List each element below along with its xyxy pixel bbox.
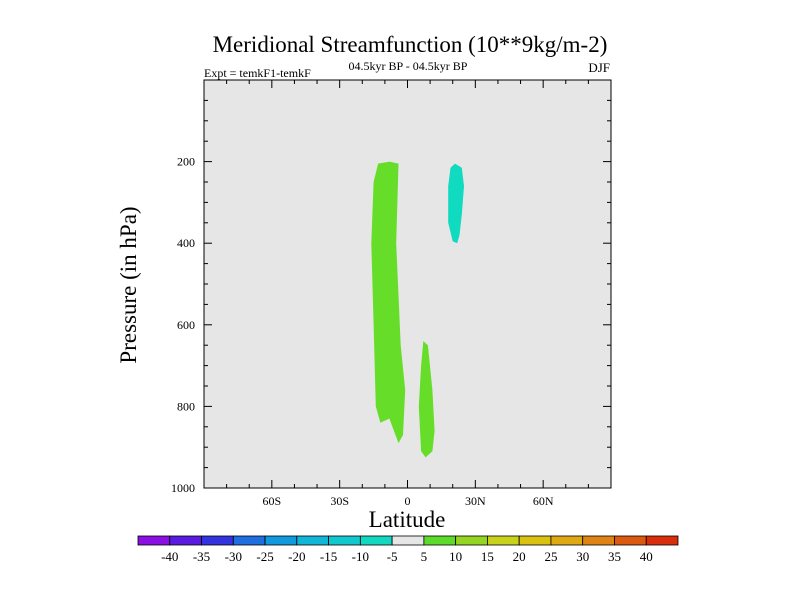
y-tick-label: 1000	[171, 481, 195, 495]
season-label: DJF	[588, 60, 610, 75]
colorbar-label: -10	[352, 549, 369, 564]
colorbar-swatch	[645, 535, 679, 546]
x-tick-label: 60N	[533, 494, 554, 508]
y-tick-label: 400	[177, 236, 195, 250]
colorbar-swatch	[423, 535, 457, 546]
colorbar-label: 35	[608, 549, 621, 564]
colorbar-swatch	[169, 535, 202, 546]
colorbar-label: 15	[481, 549, 494, 564]
colorbar-swatch	[201, 535, 234, 546]
colorbar-swatch	[296, 535, 329, 546]
colorbar-label: -25	[256, 549, 273, 564]
region-positive-5-10-large	[371, 161, 406, 444]
colorbar-label: 30	[576, 549, 589, 564]
region-negative-10-5	[448, 163, 464, 244]
x-axis-label: Latitude	[369, 507, 446, 532]
colorbar-swatch	[518, 535, 552, 546]
y-tick-label: 200	[177, 155, 195, 169]
colorbar-label: -35	[193, 549, 210, 564]
colorbar: -40 -35 -30 -25 -20 -15 -10 -5 5 10 15 20 25 30 35 40	[137, 535, 679, 564]
colorbar-swatch	[359, 535, 393, 546]
colorbar-swatch	[328, 535, 361, 546]
colorbar-swatch	[582, 535, 615, 546]
contour-regions	[371, 161, 464, 458]
y-tick-label: 800	[177, 399, 195, 413]
colorbar-swatch	[550, 535, 584, 546]
y-axis-ticks: 200 400 600 800 1000	[171, 79, 611, 495]
colorbar-label: -40	[161, 549, 178, 564]
colorbar-swatch	[455, 535, 488, 546]
experiment-label: Expt = temkF1-temkF	[204, 66, 311, 80]
period-label: 04.5kyr BP - 04.5kyr BP	[349, 59, 468, 73]
colorbar-label: -5	[387, 549, 398, 564]
colorbar-label: 10	[449, 549, 462, 564]
colorbar-swatch	[487, 535, 520, 546]
colorbar-label: 5	[421, 549, 428, 564]
x-tick-label: 30S	[330, 494, 349, 508]
y-axis-label: Pressure (in hPa)	[116, 206, 141, 363]
colorbar-label: 25	[544, 549, 557, 564]
x-tick-label: 30N	[465, 494, 486, 508]
x-tick-label: 0	[405, 494, 411, 508]
colorbar-label: -30	[225, 549, 242, 564]
region-positive-5-10-small	[418, 341, 435, 458]
colorbar-swatch	[391, 535, 425, 546]
colorbar-swatch	[137, 535, 171, 546]
plot-area	[204, 80, 611, 488]
colorbar-label: 20	[513, 549, 526, 564]
chart-title: Meridional Streamfunction (10**9kg/m-2)	[213, 32, 608, 57]
y-tick-label: 600	[177, 318, 195, 332]
colorbar-label: -20	[288, 549, 305, 564]
colorbar-swatch	[264, 535, 298, 546]
colorbar-label: -15	[320, 549, 337, 564]
colorbar-label: 40	[640, 549, 653, 564]
x-axis-ticks: 60S 30S 0 30N 60N	[203, 80, 612, 508]
colorbar-swatch	[232, 535, 266, 546]
colorbar-swatch	[614, 535, 647, 546]
x-tick-label: 60S	[262, 494, 281, 508]
